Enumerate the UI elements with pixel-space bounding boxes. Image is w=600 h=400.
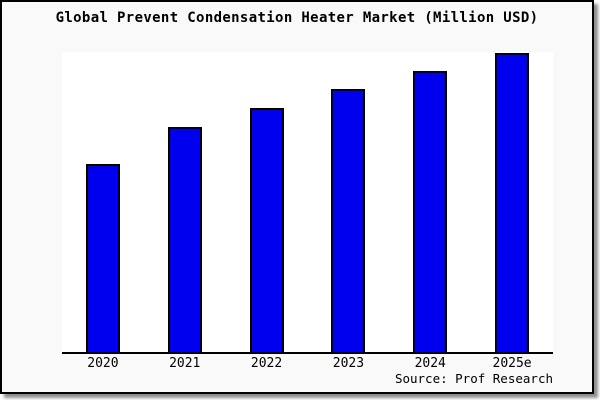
chart-frame: Global Prevent Condensation Heater Marke…	[0, 0, 594, 394]
bar-2022	[249, 108, 284, 352]
bar-2023	[331, 89, 366, 352]
x-axis-line	[62, 352, 553, 354]
bar-2021	[167, 127, 202, 352]
x-tick-label-2025e: 2025e	[492, 356, 532, 371]
x-tick-label-2021: 2021	[169, 356, 201, 371]
x-tick-label-2020: 2020	[87, 356, 119, 371]
x-tick-label-2023: 2023	[332, 356, 365, 371]
x-axis-tick-labels: 2020 2021 2022 2023 2024 2025e	[62, 356, 553, 372]
bar-2024	[413, 71, 448, 352]
plot-area	[62, 52, 553, 354]
source-note: Source: Prof Research	[394, 371, 553, 386]
chart-title: Global Prevent Condensation Heater Marke…	[55, 10, 539, 26]
bar-2020	[85, 164, 120, 352]
x-tick-label-2022: 2022	[250, 356, 283, 371]
bar-2025e	[495, 53, 530, 352]
x-tick-label-2024: 2024	[414, 356, 446, 371]
